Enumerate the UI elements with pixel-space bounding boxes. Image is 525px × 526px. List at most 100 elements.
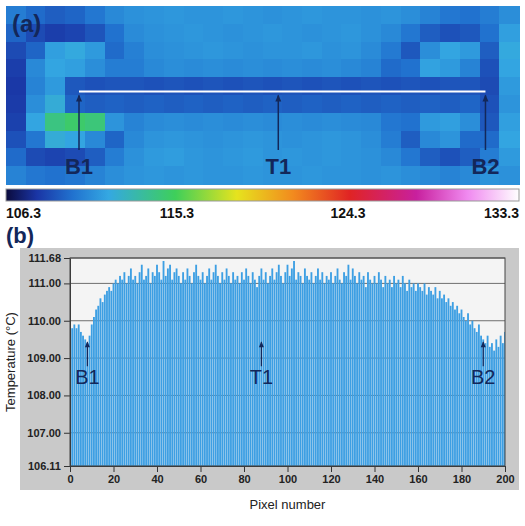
bar xyxy=(452,302,454,466)
heat-cell xyxy=(341,131,361,149)
bar xyxy=(413,283,415,466)
bar xyxy=(467,313,469,466)
bar xyxy=(276,272,278,466)
heat-cell xyxy=(164,77,184,95)
bar xyxy=(230,283,232,466)
heat-cell xyxy=(480,95,500,113)
x-tick: 60 xyxy=(195,466,207,485)
bar xyxy=(400,287,402,466)
y-tick: 110.00 xyxy=(28,315,70,327)
bar xyxy=(356,283,358,466)
y-tick-mark xyxy=(64,283,70,284)
heat-cell xyxy=(420,59,440,77)
heat-cell xyxy=(460,131,480,149)
x-tick-mark xyxy=(288,466,289,472)
bar xyxy=(93,317,95,466)
heat-cell xyxy=(243,42,263,60)
bar xyxy=(495,339,497,466)
heat-cell xyxy=(45,131,65,149)
bar xyxy=(434,287,436,466)
bar xyxy=(200,280,202,466)
bar xyxy=(202,272,204,466)
bar xyxy=(371,283,373,466)
bar xyxy=(395,283,397,466)
bar xyxy=(228,276,230,466)
bar xyxy=(461,310,463,466)
bar xyxy=(487,336,489,466)
heat-cell xyxy=(144,59,164,77)
heat-cell xyxy=(480,24,500,42)
bar xyxy=(219,283,221,466)
x-tick-mark xyxy=(201,466,202,472)
heat-cell xyxy=(124,148,144,166)
bar xyxy=(213,272,215,466)
heat-cell xyxy=(6,95,26,113)
heat-cell xyxy=(144,148,164,166)
heat-cell xyxy=(6,148,26,166)
x-tick-label: 140 xyxy=(366,473,384,485)
bar xyxy=(430,291,432,466)
heat-cell xyxy=(322,131,342,149)
bar xyxy=(389,280,391,466)
heat-cell xyxy=(480,42,500,60)
heat-cell xyxy=(105,24,125,42)
heat-cell xyxy=(302,77,322,95)
bar xyxy=(326,276,328,466)
bar xyxy=(145,276,147,466)
bar xyxy=(500,336,502,466)
heat-cell xyxy=(144,24,164,42)
bar xyxy=(411,287,413,466)
heat-cell xyxy=(85,6,105,24)
heat-cell xyxy=(85,95,105,113)
heat-cell xyxy=(499,77,519,95)
heat-cell xyxy=(124,24,144,42)
heat-cell xyxy=(361,59,381,77)
bar xyxy=(374,276,376,466)
bar xyxy=(419,287,421,466)
heat-cell xyxy=(499,95,519,113)
heat-cell xyxy=(341,148,361,166)
bar xyxy=(417,283,419,466)
bar xyxy=(128,276,130,466)
heat-cell xyxy=(381,148,401,166)
heat-cell xyxy=(322,59,342,77)
x-tick-mark xyxy=(114,466,115,472)
heat-cell xyxy=(401,6,421,24)
heat-cell xyxy=(440,59,460,77)
bar xyxy=(195,265,197,466)
heat-cell xyxy=(263,77,283,95)
heat-cell xyxy=(480,6,500,24)
heat-cell xyxy=(144,131,164,149)
heat-cell xyxy=(65,77,85,95)
bar xyxy=(387,283,389,466)
heat-cell xyxy=(65,95,85,113)
x-tick-mark xyxy=(505,466,506,472)
heat-cell xyxy=(164,59,184,77)
heat-cell xyxy=(499,59,519,77)
heat-cell xyxy=(302,131,322,149)
heat-cell xyxy=(322,95,342,113)
heat-cell xyxy=(322,24,342,42)
heat-cell xyxy=(460,24,480,42)
heat-cell xyxy=(223,59,243,77)
heat-cell xyxy=(85,77,105,95)
heat-cell xyxy=(322,6,342,24)
heat-cell xyxy=(361,148,381,166)
heat-cell xyxy=(381,24,401,42)
y-tick: 109.00 xyxy=(27,352,70,364)
bar xyxy=(478,324,480,466)
heat-cell xyxy=(263,113,283,131)
bar xyxy=(217,276,219,466)
bar xyxy=(234,280,236,466)
heat-cell xyxy=(480,59,500,77)
heat-cell xyxy=(302,42,322,60)
heat-cell xyxy=(460,42,480,60)
heat-cell xyxy=(124,42,144,60)
bar xyxy=(402,276,404,466)
colorbar xyxy=(6,189,519,201)
bar xyxy=(378,272,380,466)
bar xyxy=(104,295,106,466)
heat-cell xyxy=(381,131,401,149)
profile-line xyxy=(79,90,485,92)
bar xyxy=(406,291,408,466)
